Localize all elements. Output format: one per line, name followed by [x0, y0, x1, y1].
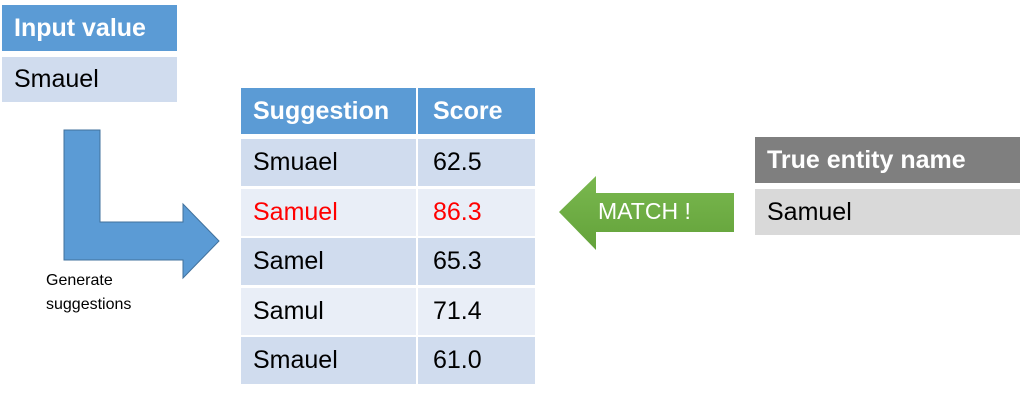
- suggestion-cell: Samel: [241, 238, 416, 286]
- suggestion-cell: Smauel: [241, 337, 416, 385]
- column-header-suggestion: Suggestion: [241, 88, 416, 134]
- column-header-score: Score: [418, 88, 535, 134]
- suggestion-cell: Samul: [241, 287, 416, 335]
- input-value-cell: Smauel: [2, 57, 177, 102]
- suggestion-cell: Samuel: [241, 188, 416, 236]
- generate-label-line1: Generate: [46, 272, 113, 289]
- generate-label: Generate suggestions: [46, 269, 131, 317]
- true-entity-cell: Samuel: [755, 189, 1020, 235]
- generate-label-line2: suggestions: [46, 296, 132, 313]
- score-cell: 62.5: [418, 139, 535, 186]
- input-value-header: Input value: [2, 5, 177, 51]
- match-label: MATCH !: [598, 198, 691, 224]
- generate-arrow-icon: [63, 129, 220, 280]
- suggestion-cell: Smuael: [241, 139, 416, 186]
- score-cell: 65.3: [418, 238, 535, 286]
- score-cell: 61.0: [418, 337, 535, 385]
- match-arrow-icon: [559, 176, 734, 250]
- true-entity-header: True entity name: [755, 137, 1020, 183]
- score-cell: 71.4: [418, 287, 535, 335]
- score-cell: 86.3: [418, 188, 535, 236]
